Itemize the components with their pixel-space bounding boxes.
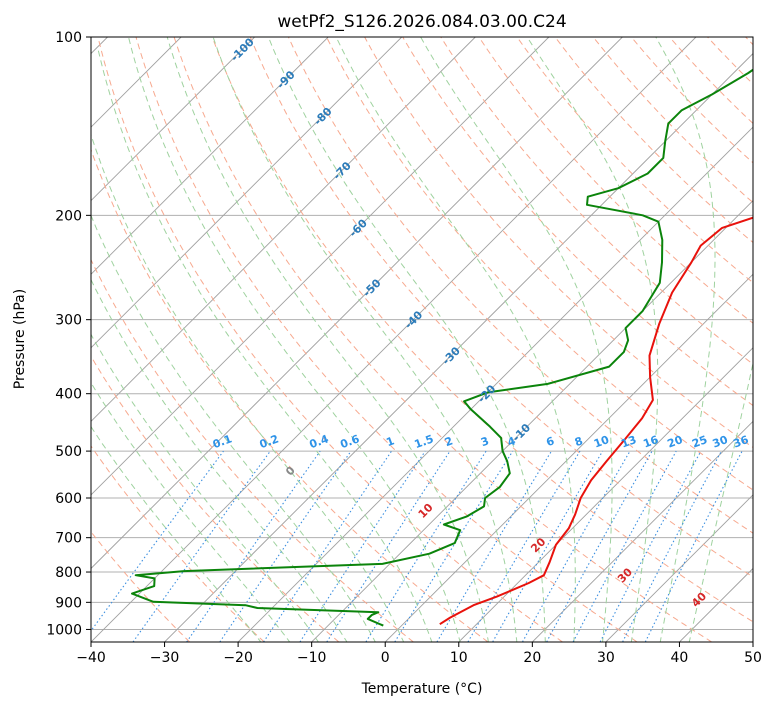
moist-adiabat-line (91, 381, 291, 642)
mixing-ratio-label: 25 (690, 433, 709, 450)
isotherm-line (91, 37, 550, 496)
mixing-ratio-line (186, 450, 321, 642)
isotherm-line (237, 126, 753, 642)
mixing-ratio-label: 0.6 (338, 432, 361, 451)
chart-title: wetPf2_S126.2026.084.03.00.C24 (277, 12, 566, 32)
mixing-ratio-line (394, 450, 514, 642)
moist-adiabat-line (655, 37, 716, 642)
y-axis-label: Pressure (hPa) (12, 289, 28, 389)
dry-adiabat-line (211, 37, 753, 623)
mixing-ratio-line (572, 450, 677, 642)
mixing-ratio-line (299, 450, 426, 642)
isotherm-line (91, 37, 476, 422)
mixing-ratio-label: 1 (385, 434, 397, 449)
mixing-ratio-label: 8 (573, 434, 585, 449)
y-tick-label: 700 (55, 531, 82, 547)
x-tick-label: −10 (297, 650, 327, 666)
moist-adiabat-line (91, 214, 376, 642)
dry-adiabat-line (91, 355, 340, 642)
dry-adiabat-line (91, 445, 265, 642)
mixing-ratio-label: 16 (641, 433, 660, 451)
moist-adiabat-line (335, 37, 576, 642)
y-tick-label: 900 (55, 595, 82, 611)
moist-adiabat-line (91, 278, 348, 642)
mixing-ratio-label: 6 (544, 434, 556, 449)
mixing-ratio-label: 1.5 (413, 432, 436, 451)
mixing-ratio-label: 13 (619, 433, 638, 450)
moist-adiabat-line (97, 49, 433, 642)
isotherm-line (91, 37, 255, 202)
mixing-ratio-line (263, 450, 392, 642)
isotherm-line (532, 420, 753, 642)
isotherm-line (164, 52, 753, 642)
y-tick-label: 500 (55, 444, 82, 460)
dry-adiabat-line (135, 37, 638, 642)
dry-adiabat-line (249, 37, 753, 578)
mixing-ratio-label: 10 (592, 433, 611, 451)
moist-adiabat-line (91, 133, 405, 642)
isotherm-line (384, 273, 753, 642)
dry-adiabat-line (287, 37, 753, 534)
moist-adiabat-line (420, 37, 613, 642)
isotherm-line (91, 37, 403, 349)
temperature-line (439, 216, 753, 626)
mixing-ratio-label: 36 (731, 433, 750, 451)
mixing-ratio-line (219, 450, 352, 642)
plot-frame (90, 36, 754, 643)
mixing-ratio-line (91, 450, 224, 632)
mixing-ratio-label: 20 (666, 433, 685, 451)
moist-adiabat-line (128, 37, 461, 642)
y-tick-label: 400 (55, 387, 82, 403)
dry-adiabat-line (326, 37, 753, 491)
dry-adiabat-line (91, 258, 414, 642)
moist-adiabat-line (267, 37, 546, 642)
mixing-ratio-label: 4 (506, 434, 518, 449)
y-tick-label: 100 (55, 30, 82, 46)
isotherm-line (605, 494, 753, 642)
y-tick-label: 1000 (46, 622, 82, 638)
x-tick-label: −40 (76, 650, 106, 666)
isotherm-line (91, 37, 329, 275)
mixing-ratio-line (132, 450, 271, 642)
x-tick-label: −30 (150, 650, 180, 666)
mixing-ratio-label: 2 (443, 434, 455, 449)
y-tick-label: 200 (55, 208, 82, 224)
mixing-ratio-line (522, 450, 631, 642)
isotherm-line (91, 37, 623, 570)
dry-adiabat-line (173, 37, 713, 642)
moist-adiabat-line (166, 37, 489, 642)
x-tick-label: 50 (744, 650, 762, 666)
axes: −40 −30 −20 −10 0 10 20 30 40 5010020030040050060… (46, 30, 762, 666)
dry-adiabat-line (97, 37, 563, 642)
mixing-ratio-label: 0.2 (258, 432, 281, 451)
x-tick-label: 0 (381, 650, 390, 666)
data-series (131, 68, 753, 627)
x-tick-label: 10 (450, 650, 468, 666)
x-tick-label: −20 (223, 650, 253, 666)
y-tick-label: 600 (55, 491, 82, 507)
mixing-ratio-label: 30 (711, 433, 730, 451)
mixing-ratio-label: 3 (479, 434, 491, 449)
grid-lines (91, 37, 753, 642)
mixing-ratio-line (644, 450, 743, 642)
x-tick-label: 20 (523, 650, 541, 666)
isotherm-line (91, 37, 697, 642)
mixing-ratio-label: 0.1 (211, 432, 234, 451)
x-tick-label: 30 (597, 650, 615, 666)
mixing-ratio-label: 0.4 (308, 432, 331, 451)
mixing-ratio-line (546, 450, 653, 642)
moist-adiabat-line (212, 37, 518, 642)
moist-adiabat-line (91, 333, 320, 642)
moist-adiabat-line (526, 37, 659, 642)
dewpoint-line (131, 68, 753, 627)
x-tick-label: 40 (671, 650, 689, 666)
moist-adiabat-line (688, 360, 753, 642)
y-tick-label: 800 (55, 565, 82, 581)
x-axis-label: Temperature (°C) (361, 681, 483, 697)
y-tick-label: 300 (55, 313, 82, 329)
